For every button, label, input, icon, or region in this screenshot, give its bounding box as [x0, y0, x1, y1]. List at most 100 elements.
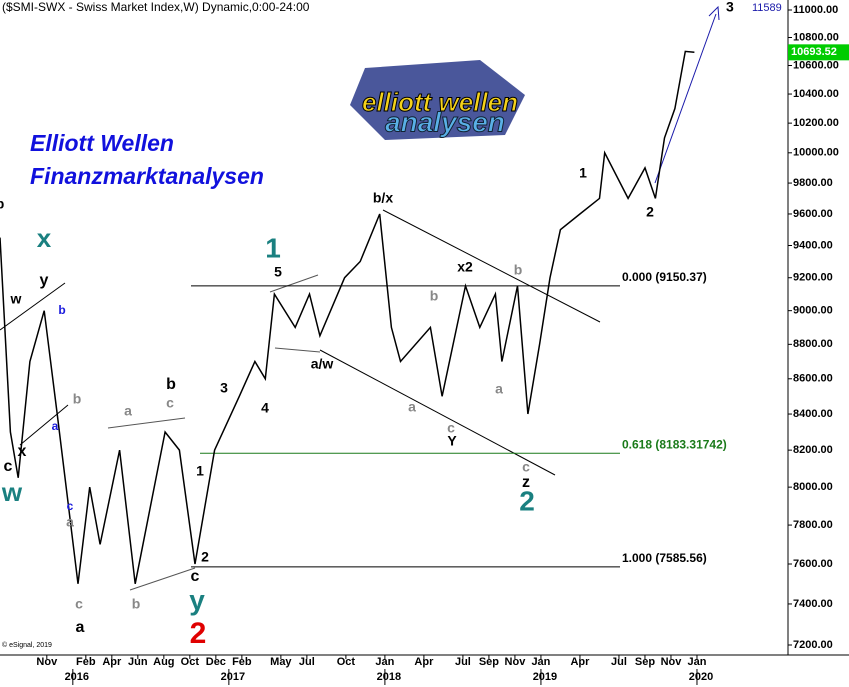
y-tick-label: 7400.00	[793, 598, 833, 610]
logo-text: analysen	[385, 106, 505, 137]
wave-label: x	[18, 443, 27, 460]
wave-label: Y	[447, 433, 457, 449]
wave-label: b	[166, 376, 176, 393]
logo: elliott wellen analysen	[350, 60, 525, 140]
trend-line	[0, 282, 66, 331]
fib-label: 0.000 (9150.37)	[622, 270, 707, 284]
x-tick-label: Jul	[299, 656, 315, 668]
wave-label: a	[408, 399, 416, 415]
last-price-box	[788, 44, 849, 61]
wave-label: a	[495, 381, 503, 397]
trend-line	[382, 209, 601, 323]
wave-label: 1	[265, 232, 281, 263]
wave-label: a	[76, 619, 85, 636]
trend-line	[19, 404, 69, 446]
year-tick-label: 2017	[221, 671, 245, 683]
year-tick-label: 2020	[689, 671, 713, 683]
wave-label: 1	[196, 463, 204, 479]
y-tick-label: 9000.00	[793, 305, 833, 317]
wave-label: 4	[261, 400, 269, 416]
y-tick-label: 7200.00	[793, 639, 833, 651]
wave-label: 2	[646, 204, 654, 220]
last-price-label: 10693.52	[791, 46, 837, 58]
y-tick-label: 10600.00	[793, 59, 839, 71]
wave-label: b	[58, 303, 65, 317]
trend-lines	[0, 5, 720, 591]
wave-label: x	[37, 223, 52, 253]
trend-line	[269, 274, 319, 293]
x-tick-label: Sep	[479, 656, 499, 668]
wave-label: w	[10, 291, 22, 307]
x-tick-label: Jan	[687, 656, 706, 668]
x-tick-label: Nov	[505, 656, 527, 668]
y-tick-label: 10400.00	[793, 88, 839, 100]
trend-line	[129, 567, 196, 591]
y-tick-label: 8200.00	[793, 444, 833, 456]
year-tick-label: 2019	[533, 671, 557, 683]
trend-line	[107, 417, 186, 429]
x-tick-label: Jan	[531, 656, 550, 668]
trend-line	[274, 347, 321, 353]
wave-label: b	[132, 596, 141, 612]
x-tick-label: Sep	[635, 656, 655, 668]
x-tick-label: May	[270, 656, 292, 668]
wave-label: w	[1, 477, 23, 507]
wave-label: 2	[519, 485, 535, 516]
y-tick-label: 9800.00	[793, 177, 833, 189]
y-tick-label: 8400.00	[793, 408, 833, 420]
year-tick-label: 2016	[65, 671, 89, 683]
wave-label: 5	[274, 264, 282, 280]
y-tick-label: 7600.00	[793, 558, 833, 570]
x-tick-label: Oct	[181, 656, 200, 668]
wave-label: 2	[201, 549, 209, 565]
wave-label: a/w	[311, 356, 334, 372]
y-tick-label: 10000.00	[793, 147, 839, 159]
y-tick-label: 8800.00	[793, 338, 833, 350]
wave-label: b	[430, 288, 439, 304]
wave-label: c	[191, 568, 200, 585]
target-wave: 3	[726, 0, 734, 15]
wave-label: 1	[579, 165, 587, 181]
y-tick-label: 10800.00	[793, 31, 839, 43]
trend-line	[319, 349, 556, 476]
x-tick-label: Oct	[337, 656, 356, 668]
y-tick-label: 9200.00	[793, 272, 833, 284]
logo-flag	[350, 60, 525, 140]
wave-label: c	[447, 420, 455, 436]
wave-label: c	[522, 459, 530, 475]
wave-label: a	[52, 419, 59, 433]
x-tick-label: Nov	[661, 656, 683, 668]
x-tick-label: Aug	[153, 656, 174, 668]
x-tick-label: Jan	[375, 656, 394, 668]
wave-label: c	[166, 395, 174, 411]
y-tick-label: 10200.00	[793, 117, 839, 129]
y-tick-label: 8600.00	[793, 373, 833, 385]
wave-label: c	[67, 499, 74, 513]
wave-label: c	[75, 596, 83, 612]
wave-label: b	[73, 391, 82, 407]
x-tick-label: Feb	[76, 656, 96, 668]
target-arrow	[654, 13, 717, 184]
fib-label: 1.000 (7585.56)	[622, 551, 707, 565]
y-tick-label: 9600.00	[793, 208, 833, 220]
x-tick-label: Jul	[455, 656, 471, 668]
y-tick-label: 8000.00	[793, 481, 833, 493]
x-tick-label: Nov	[36, 656, 58, 668]
wave-label: y	[189, 584, 205, 615]
wave-label: b	[514, 262, 523, 278]
chart-title: ($SMI-SWX - Swiss Market Index,W) Dynami…	[2, 0, 310, 14]
arrow-head	[708, 5, 720, 21]
headline: Finanzmarktanalysen	[30, 163, 264, 189]
headline: Elliott Wellen	[30, 130, 174, 156]
fib-label: 0.618 (8183.31742)	[622, 437, 727, 451]
x-tick-label: Apr	[414, 656, 434, 668]
wave-label: a	[124, 403, 132, 419]
x-tick-label: Apr	[102, 656, 122, 668]
wave-label: x2	[457, 259, 473, 275]
year-tick-label: 2018	[377, 671, 401, 683]
target-label: 11589	[752, 2, 782, 14]
y-tick-label: 7800.00	[793, 519, 833, 531]
logo-text: elliott wellen	[362, 87, 518, 117]
y-tick-label: 11000.00	[793, 4, 838, 16]
